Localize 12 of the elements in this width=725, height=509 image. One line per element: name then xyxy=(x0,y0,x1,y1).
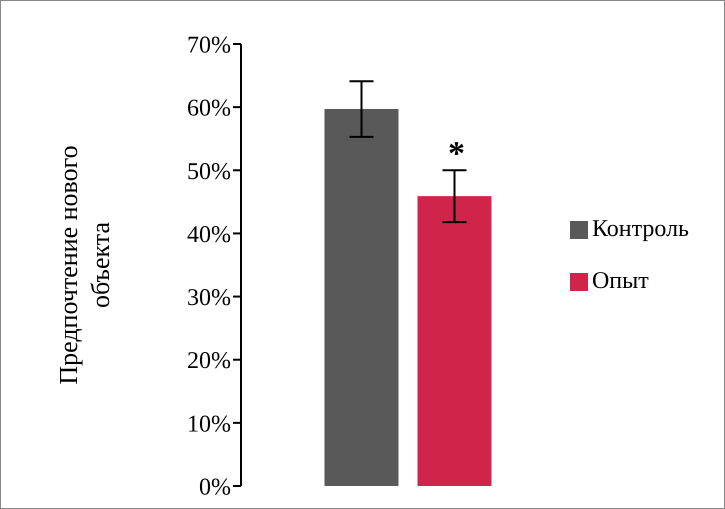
y-tick-label: 10% xyxy=(187,411,231,438)
y-tick-label: 50% xyxy=(187,158,231,185)
annotation: * xyxy=(448,136,465,173)
y-tick-label: 60% xyxy=(187,96,231,122)
legend-label: Опыт xyxy=(592,268,649,294)
legend-label: Контроль xyxy=(592,216,689,242)
y-tick-label: 70% xyxy=(187,32,231,59)
y-tick-label: 0% xyxy=(199,474,231,501)
y-tick-label: 30% xyxy=(187,285,231,312)
y-axis-title: Предпочтение нового объекта xyxy=(54,145,115,385)
y-tick-label: 40% xyxy=(187,222,231,248)
y-tick-label: 20% xyxy=(187,348,231,374)
